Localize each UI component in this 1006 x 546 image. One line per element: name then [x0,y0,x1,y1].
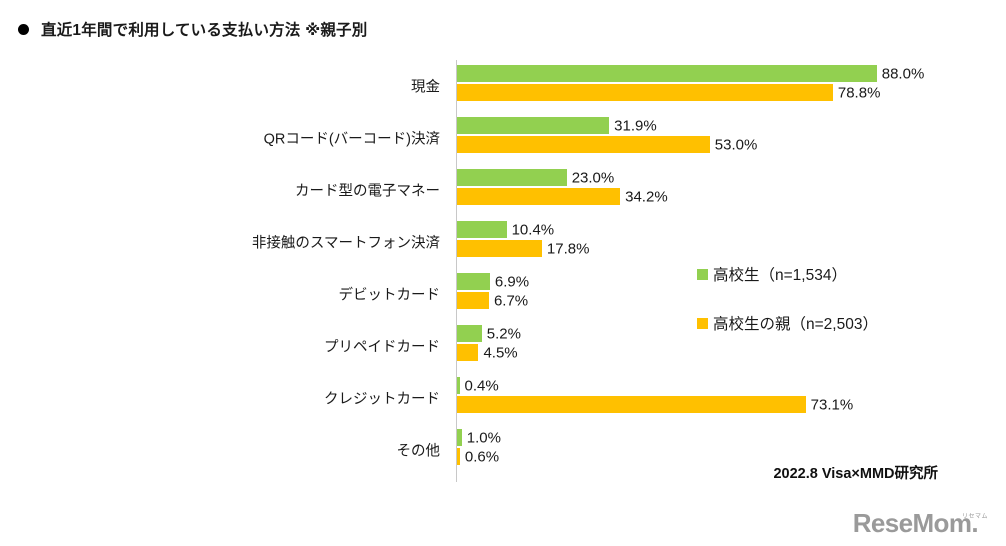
bar-value-label: 78.8% [837,84,881,101]
bar-student[interactable] [457,169,567,186]
bar-student[interactable] [457,117,610,134]
watermark-ruby-text: リセマム [961,514,988,520]
page-title: 直近1年間で利用している支払い方法 ※親子別 [18,18,367,40]
category-label: クレジットカード [324,391,440,408]
legend-item-label: 高校生の親（n=2,503） [713,316,878,333]
bar-parent[interactable] [457,292,489,309]
bar-row: 現金 88.0% 78.8% [0,63,1006,109]
bar-value-label: 34.2% [625,188,668,205]
bar-parent[interactable] [457,344,479,361]
bar-parent[interactable] [457,240,542,257]
bar-parent[interactable] [457,188,621,205]
bar-row: カード型の電子マネー 23.0% 34.2% [0,167,1006,213]
bar-value-label: 0.6% [464,448,500,465]
bar-parent[interactable] [457,84,833,101]
bar-student[interactable] [457,273,490,290]
category-label: 現金 [411,79,440,96]
legend-item[interactable]: 高校生の親（n=2,503） [697,312,878,334]
bar-row: プリペイドカード 5.2% 4.5% [0,323,1006,369]
bar-value-label: 10.4% [511,221,555,238]
bar-value-label: 1.0% [466,429,501,446]
bar-parent[interactable] [457,136,710,153]
bar-value-label: 53.0% [714,136,758,153]
category-label: その他 [396,443,441,460]
bar-row: QRコード(バーコード)決済 31.9% 53.0% [0,115,1006,161]
bar-student[interactable] [457,377,460,394]
bar-row: デビットカード 6.9% 6.7% [0,271,1006,317]
bar-student[interactable] [457,325,482,342]
bar-row: 非接触のスマートフォン決済 10.4% 17.8% [0,219,1006,265]
chart-title-text: 直近1年間で利用している支払い方法 ※親子別 [41,22,368,39]
legend-square-icon [697,317,708,329]
bar-value-label: 5.2% [486,325,521,342]
category-label: 非接触のスマートフォン決済 [251,235,440,252]
bar-value-label: 17.8% [546,240,590,257]
bar-value-label: 0.4% [464,377,499,394]
category-label: デビットカード [338,287,441,304]
legend-item-label: 高校生（n=1,534） [713,267,847,284]
bar-student[interactable] [457,429,462,446]
bar-value-label: 73.1% [810,396,854,413]
resemom-watermark-logo: ReseMom. リセマム [853,510,988,536]
bullet-dot-icon [18,23,29,35]
bar-row: クレジットカード 0.4% 73.1% [0,375,1006,421]
bar-parent[interactable] [457,448,460,465]
watermark-text: ReseMom. [852,508,979,538]
bar-row: その他 1.0% 0.6% [0,427,1006,473]
source-note: 2022.8 Visa×MMD研究所 [773,466,938,482]
chart-plot-area: 現金 88.0% 78.8% QRコード(バーコード)決済 31.9% 53.0% カード型… [0,56,1006,486]
value-axis-line [456,60,457,482]
bar-value-label: 88.0% [881,65,925,82]
legend-item[interactable]: 高校生（n=1,534） [697,263,878,285]
bar-student[interactable] [457,65,877,82]
bar-value-label: 6.7% [493,292,529,309]
bar-value-label: 6.9% [494,273,530,290]
chart-legend: 高校生（n=1,534） 高校生の親（n=2,503） [697,263,878,361]
bar-parent[interactable] [457,396,806,413]
bar-value-label: 23.0% [571,169,615,186]
category-label: QRコード(バーコード)決済 [263,131,440,148]
legend-square-icon [697,268,708,280]
category-label: プリペイドカード [324,339,440,356]
category-label: カード型の電子マネー [295,183,440,200]
bar-value-label: 31.9% [614,117,657,134]
bar-value-label: 4.5% [483,344,518,361]
bar-student[interactable] [457,221,507,238]
